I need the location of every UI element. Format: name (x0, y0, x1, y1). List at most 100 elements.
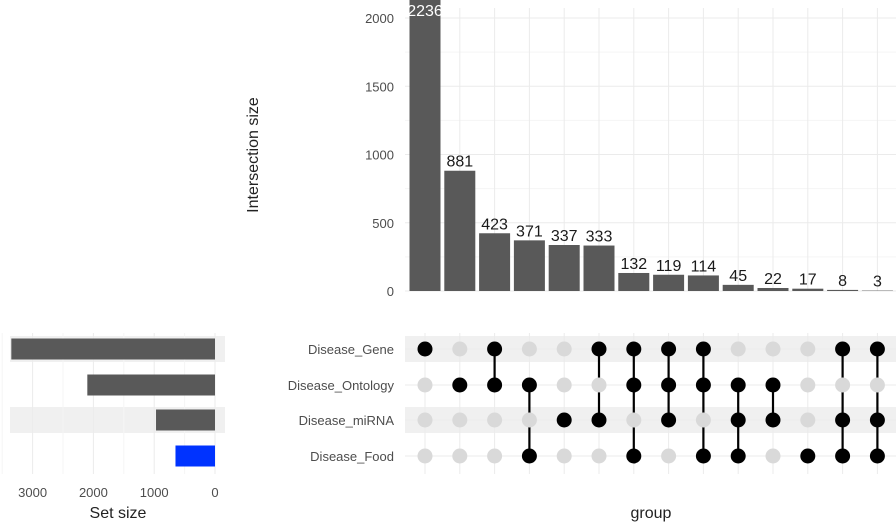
matrix-dot-empty (800, 412, 816, 428)
set-name-label: Disease_Ontology (288, 378, 395, 393)
matrix-dot-filled (626, 341, 642, 357)
matrix-dot-filled (730, 448, 746, 464)
set-size-bar (175, 445, 215, 467)
matrix-dot-empty (730, 341, 746, 357)
matrix-dot-empty (869, 377, 885, 393)
matrix-dot-empty (765, 448, 781, 464)
matrix-dot-empty (835, 377, 851, 393)
intersection-bar (792, 288, 824, 291)
matrix-dot-filled (765, 377, 781, 393)
matrix-dot-filled (591, 341, 607, 357)
intersection-bar-value-label: 132 (620, 256, 647, 273)
intersection-bar-value-label: 114 (691, 258, 717, 275)
matrix-dots (417, 341, 885, 464)
set-size-tick-label: 1000 (140, 485, 169, 500)
y-tick-label: 1500 (365, 79, 394, 94)
intersection-bar (513, 240, 545, 291)
matrix-dot-empty (487, 412, 503, 428)
matrix-dot-filled (661, 377, 677, 393)
matrix-dot-filled (591, 412, 607, 428)
intersection-bar (722, 284, 754, 291)
intersection-y-ticks: 0 500 1000 1500 2000 (365, 11, 394, 299)
matrix-dot-empty (556, 377, 572, 393)
intersection-bar-value-label: 8 (838, 273, 847, 290)
matrix-dot-filled (521, 448, 537, 464)
intersection-bar (583, 245, 615, 291)
set-name-label: Disease_Gene (308, 342, 394, 357)
matrix-dot-empty (800, 377, 816, 393)
set-size-bar (156, 409, 215, 431)
matrix-dot-empty (452, 412, 468, 428)
matrix-dot-empty (521, 341, 537, 357)
set-size-tick-label: 3000 (18, 485, 47, 500)
y-tick-label: 500 (372, 216, 394, 231)
matrix-dot-empty (417, 377, 433, 393)
matrix-dot-filled (835, 341, 851, 357)
intersection-panel-grid (405, 8, 896, 292)
matrix-dot-filled (452, 377, 468, 393)
intersection-bar (827, 289, 859, 291)
set-name-label: Disease_miRNA (299, 413, 395, 428)
intersection-bar-labels: 2236 881 423 371 337 333 132 119 114 45 22 17 8 3 (407, 3, 882, 291)
intersection-bar (548, 244, 580, 291)
set-size-bar (11, 338, 215, 360)
matrix-dot-filled (417, 341, 433, 357)
intersection-bar (653, 274, 685, 291)
set-size-x-ticks: 3000 2000 1000 0 (18, 485, 218, 500)
set-size-tick-label: 0 (211, 485, 218, 500)
matrix-dot-filled (695, 341, 711, 357)
y-tick-label: 0 (387, 284, 394, 299)
set-size-tick-label: 2000 (79, 485, 108, 500)
matrix-dot-filled (661, 341, 677, 357)
y-tick-label: 1000 (365, 148, 394, 163)
matrix-dot-empty (556, 448, 572, 464)
matrix-dot-filled (730, 412, 746, 428)
matrix-dot-empty (661, 448, 677, 464)
intersection-bar (757, 287, 789, 291)
intersection-y-axis-label: Intersection size (245, 97, 262, 213)
intersection-bar-value-label: 17 (799, 272, 817, 289)
set-size-x-axis-label: Set size (90, 505, 147, 522)
matrix-dot-filled (730, 377, 746, 393)
intersection-bar (409, 0, 441, 291)
matrix-dot-empty (452, 448, 468, 464)
intersection-bar-value-label: 22 (764, 271, 782, 288)
matrix-dot-empty (452, 341, 468, 357)
matrix-dot-filled (695, 377, 711, 393)
intersection-bar-value-label: 333 (586, 229, 613, 246)
matrix-dot-filled (487, 377, 503, 393)
matrix-dot-empty (695, 412, 711, 428)
matrix-connectors (493, 349, 879, 456)
matrix-dot-empty (487, 448, 503, 464)
matrix-dot-filled (487, 341, 503, 357)
matrix-dot-filled (661, 412, 677, 428)
matrix-dot-filled (869, 448, 885, 464)
intersection-bar (444, 170, 476, 291)
matrix-dot-filled (869, 341, 885, 357)
matrix-dot-filled (626, 448, 642, 464)
intersection-bar-value-label: 881 (446, 154, 473, 171)
intersection-bar (618, 272, 650, 291)
matrix-dot-empty (765, 341, 781, 357)
intersection-bar-value-label: 371 (516, 223, 543, 240)
matrix-dot-filled (800, 448, 816, 464)
matrix-dot-filled (869, 412, 885, 428)
matrix-dot-filled (521, 377, 537, 393)
matrix-dot-empty (556, 341, 572, 357)
intersection-bars (409, 0, 893, 291)
matrix-dot-empty (521, 412, 537, 428)
intersection-bar-value-label: 119 (656, 258, 682, 275)
matrix-dot-empty (591, 448, 607, 464)
matrix-dot-filled (765, 412, 781, 428)
matrix-dot-filled (835, 412, 851, 428)
set-size-bar (87, 374, 215, 396)
matrix-dot-empty (417, 412, 433, 428)
set-name-labels: Disease_Gene Disease_Ontology Disease_miRN… (288, 342, 395, 464)
intersection-bar-value-label: 337 (551, 228, 578, 245)
intersection-bar-value-label: 2236 (407, 3, 443, 20)
matrix-dot-empty (591, 377, 607, 393)
matrix-dot-empty (417, 448, 433, 464)
matrix-dot-filled (695, 448, 711, 464)
matrix-x-axis-label: group (631, 505, 672, 522)
